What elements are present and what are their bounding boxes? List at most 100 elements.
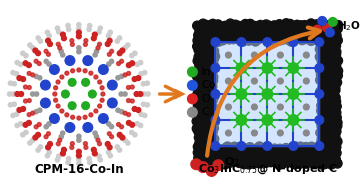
Circle shape bbox=[323, 96, 332, 105]
Circle shape bbox=[117, 62, 121, 66]
Circle shape bbox=[209, 155, 218, 164]
Circle shape bbox=[240, 144, 250, 153]
Circle shape bbox=[210, 108, 219, 117]
Circle shape bbox=[292, 20, 302, 29]
Circle shape bbox=[195, 61, 204, 70]
Circle shape bbox=[250, 31, 259, 40]
Circle shape bbox=[11, 113, 15, 118]
Circle shape bbox=[289, 90, 298, 98]
Circle shape bbox=[198, 19, 208, 28]
Circle shape bbox=[295, 159, 304, 168]
Circle shape bbox=[220, 160, 230, 169]
Circle shape bbox=[200, 117, 209, 127]
Circle shape bbox=[303, 52, 309, 58]
Circle shape bbox=[210, 134, 219, 144]
Circle shape bbox=[209, 46, 219, 56]
Circle shape bbox=[134, 92, 139, 96]
Circle shape bbox=[55, 158, 60, 162]
Circle shape bbox=[120, 48, 125, 53]
Circle shape bbox=[317, 40, 327, 49]
Circle shape bbox=[127, 113, 131, 117]
Circle shape bbox=[333, 71, 342, 80]
Circle shape bbox=[317, 149, 326, 158]
Circle shape bbox=[323, 21, 332, 31]
Circle shape bbox=[115, 39, 119, 43]
Circle shape bbox=[224, 149, 233, 159]
Circle shape bbox=[126, 43, 130, 47]
Circle shape bbox=[33, 48, 38, 53]
Circle shape bbox=[260, 30, 269, 39]
Circle shape bbox=[198, 71, 207, 80]
Circle shape bbox=[203, 108, 212, 117]
Circle shape bbox=[287, 29, 296, 39]
Circle shape bbox=[277, 32, 286, 41]
Circle shape bbox=[235, 144, 244, 153]
Circle shape bbox=[210, 92, 219, 101]
Circle shape bbox=[277, 26, 286, 35]
Circle shape bbox=[84, 39, 88, 43]
Circle shape bbox=[82, 78, 89, 86]
Circle shape bbox=[316, 25, 325, 35]
Circle shape bbox=[322, 139, 331, 148]
Circle shape bbox=[34, 110, 38, 114]
Circle shape bbox=[271, 37, 280, 46]
Circle shape bbox=[94, 49, 99, 53]
Circle shape bbox=[59, 49, 63, 53]
Circle shape bbox=[27, 113, 31, 117]
Circle shape bbox=[208, 82, 217, 91]
Circle shape bbox=[50, 65, 59, 74]
Circle shape bbox=[326, 42, 335, 51]
Circle shape bbox=[312, 35, 321, 44]
Circle shape bbox=[303, 104, 309, 110]
Circle shape bbox=[261, 154, 270, 163]
Text: H$_2$O: H$_2$O bbox=[337, 19, 361, 33]
Circle shape bbox=[252, 130, 257, 136]
Circle shape bbox=[237, 38, 246, 46]
Circle shape bbox=[65, 56, 75, 65]
Circle shape bbox=[331, 97, 341, 106]
Circle shape bbox=[255, 153, 264, 162]
Circle shape bbox=[26, 120, 31, 125]
Circle shape bbox=[87, 27, 91, 32]
Circle shape bbox=[77, 157, 81, 162]
Circle shape bbox=[318, 17, 327, 25]
Circle shape bbox=[141, 82, 146, 86]
Circle shape bbox=[60, 131, 65, 135]
Circle shape bbox=[229, 26, 238, 36]
Circle shape bbox=[117, 122, 121, 126]
Circle shape bbox=[31, 73, 35, 77]
Circle shape bbox=[67, 156, 71, 161]
Circle shape bbox=[316, 128, 325, 137]
Circle shape bbox=[322, 133, 331, 143]
Circle shape bbox=[205, 36, 214, 45]
Circle shape bbox=[30, 46, 35, 50]
Circle shape bbox=[205, 29, 214, 39]
Circle shape bbox=[193, 42, 202, 51]
Circle shape bbox=[321, 47, 331, 56]
Circle shape bbox=[272, 149, 281, 158]
Circle shape bbox=[91, 36, 96, 41]
Circle shape bbox=[199, 39, 209, 49]
Circle shape bbox=[226, 78, 231, 84]
Circle shape bbox=[261, 25, 270, 35]
Circle shape bbox=[198, 149, 207, 159]
Circle shape bbox=[45, 154, 50, 158]
Circle shape bbox=[205, 159, 214, 168]
Circle shape bbox=[116, 76, 120, 80]
Circle shape bbox=[56, 80, 60, 84]
Circle shape bbox=[297, 26, 307, 35]
Circle shape bbox=[208, 128, 217, 137]
Circle shape bbox=[300, 26, 310, 35]
Circle shape bbox=[197, 91, 207, 101]
Circle shape bbox=[291, 34, 300, 44]
Circle shape bbox=[264, 21, 273, 30]
Circle shape bbox=[322, 60, 331, 70]
Circle shape bbox=[321, 67, 330, 77]
Circle shape bbox=[328, 112, 337, 121]
Circle shape bbox=[94, 75, 98, 79]
Circle shape bbox=[60, 32, 66, 37]
Circle shape bbox=[60, 75, 64, 79]
Circle shape bbox=[65, 113, 69, 117]
Text: O: O bbox=[201, 94, 210, 104]
Circle shape bbox=[208, 88, 217, 97]
